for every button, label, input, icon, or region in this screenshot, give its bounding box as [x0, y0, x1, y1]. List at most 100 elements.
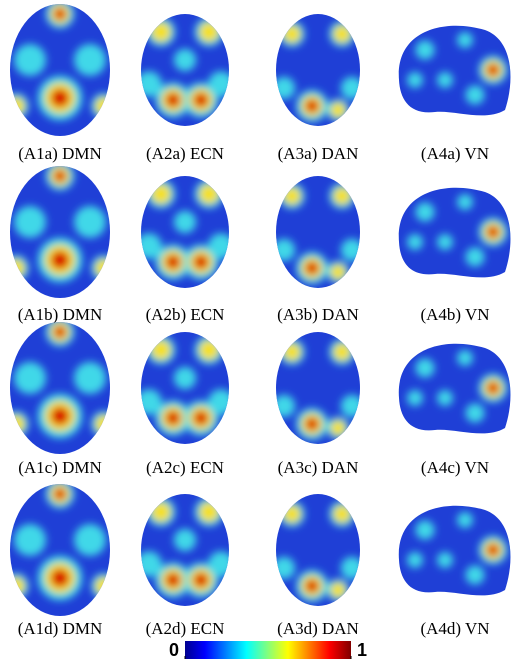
brain-map [0, 480, 130, 620]
brain-map [248, 0, 388, 140]
blob [199, 340, 219, 360]
brain-map [385, 318, 521, 458]
brain-map [0, 0, 130, 140]
blob [51, 569, 69, 587]
blob [208, 71, 234, 97]
brain-map [115, 162, 255, 302]
blob [91, 573, 117, 599]
caption: (A2b) ECN [146, 305, 225, 324]
blob [487, 64, 499, 76]
brain-map [248, 480, 388, 620]
blob [95, 415, 113, 433]
blob [457, 512, 473, 528]
blob [194, 255, 208, 269]
blob [166, 573, 180, 587]
blob [208, 233, 234, 259]
blob [3, 573, 29, 599]
caption: (A1c) DMN [18, 458, 102, 477]
blob [174, 211, 196, 233]
blob [174, 529, 196, 551]
blob [136, 233, 162, 259]
caption: (A2a) ECN [146, 144, 224, 163]
blob [330, 420, 345, 435]
blob [465, 85, 484, 104]
blob [194, 411, 208, 425]
brain-map [385, 480, 521, 620]
blob [74, 44, 106, 76]
blob [465, 247, 484, 266]
blob [51, 251, 69, 269]
blob [151, 340, 171, 360]
brain-map [248, 318, 388, 458]
figure: (A1a) DMN(A2a) ECN(A3a) DAN(A4a) VN(A1b)… [0, 0, 521, 662]
blob [199, 22, 219, 42]
caption: (A4d) VN [420, 619, 489, 638]
blob [306, 418, 319, 431]
brain-map [385, 0, 521, 140]
blob [199, 184, 219, 204]
blob [14, 524, 46, 556]
blob [306, 100, 319, 113]
blob [330, 264, 345, 279]
blob [208, 551, 234, 577]
blob [333, 343, 351, 361]
blob [91, 411, 117, 437]
blob [174, 367, 196, 389]
blob [306, 262, 319, 275]
blob [283, 187, 301, 205]
blob [95, 97, 113, 115]
caption: (A1d) DMN [18, 619, 103, 638]
blob [136, 551, 162, 577]
blob [341, 395, 363, 417]
colorbar-label: 1 [357, 640, 367, 660]
blob [415, 202, 434, 221]
blob [465, 565, 484, 584]
blob [7, 259, 25, 277]
colorbar-label: 0 [169, 640, 179, 660]
blob [3, 411, 29, 437]
blob [3, 255, 29, 281]
brain-map [115, 318, 255, 458]
blob [407, 552, 423, 568]
blob [273, 395, 295, 417]
blob [330, 582, 345, 597]
caption: (A3b) DAN [277, 305, 359, 324]
blob [54, 488, 66, 500]
colorbar [185, 641, 351, 659]
blob [415, 358, 434, 377]
blob [437, 72, 453, 88]
blob [174, 49, 196, 71]
blob [457, 350, 473, 366]
blob [457, 32, 473, 48]
blob [95, 577, 113, 595]
blob [194, 573, 208, 587]
blob [91, 93, 117, 119]
blob [136, 71, 162, 97]
blob [54, 8, 66, 20]
caption: (A2c) ECN [146, 458, 224, 477]
caption: (A1a) DMN [18, 144, 102, 163]
blob [7, 415, 25, 433]
blob [487, 226, 499, 238]
blob [151, 22, 171, 42]
blob [333, 187, 351, 205]
blob [330, 102, 345, 117]
caption: (A4c) VN [421, 458, 489, 477]
blob [333, 25, 351, 43]
brain-map [115, 480, 255, 620]
caption: (A3a) DAN [278, 144, 359, 163]
blob [199, 502, 219, 522]
blob [74, 206, 106, 238]
blob [51, 407, 69, 425]
caption: (A4a) VN [421, 144, 489, 163]
blob [273, 77, 295, 99]
blob [166, 93, 180, 107]
blob [487, 544, 499, 556]
blob [283, 505, 301, 523]
caption: (A3c) DAN [278, 458, 359, 477]
blob [283, 343, 301, 361]
blob [54, 170, 66, 182]
blob [457, 194, 473, 210]
blob [194, 93, 208, 107]
blob [407, 390, 423, 406]
